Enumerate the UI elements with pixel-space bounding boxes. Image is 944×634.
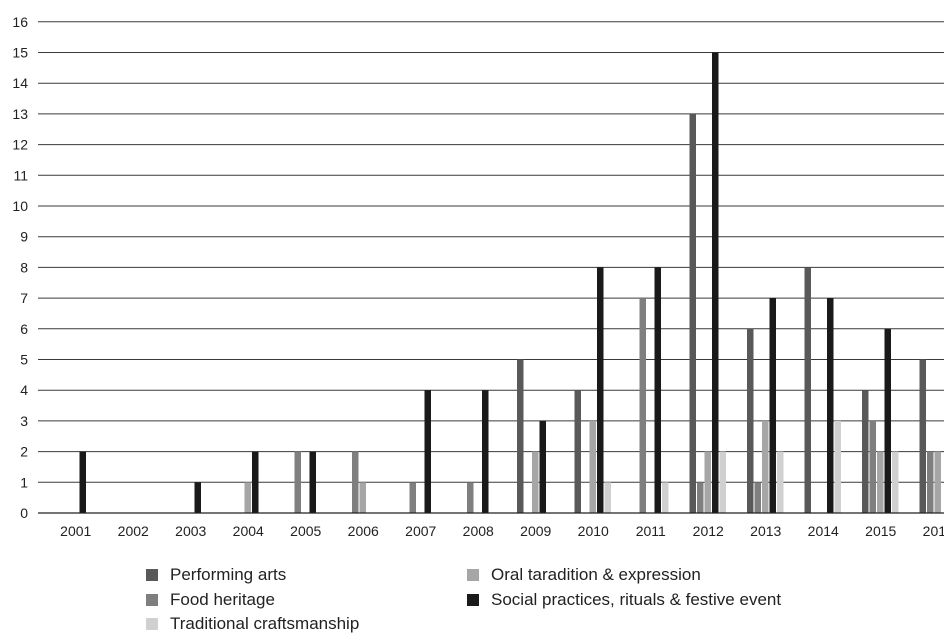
bar: [194, 482, 201, 513]
y-tick-label: 0: [20, 505, 28, 521]
bar: [892, 451, 899, 513]
legend-label: Performing arts: [170, 565, 287, 584]
y-tick-label: 8: [20, 259, 28, 275]
bar: [769, 298, 776, 513]
y-tick-label: 13: [12, 106, 28, 122]
y-tick-label: 10: [12, 198, 28, 214]
bar: [919, 359, 926, 513]
y-tick-label: 3: [20, 413, 28, 429]
bar: [604, 482, 611, 513]
y-tick-label: 11: [13, 167, 28, 183]
bar: [359, 482, 366, 513]
bar: [754, 482, 761, 513]
bar: [662, 482, 669, 513]
gridlines: [38, 21, 944, 483]
y-tick-label: 12: [12, 137, 28, 153]
x-tick-label: 2009: [520, 523, 551, 539]
bars: [79, 52, 941, 514]
x-tick-label: 2008: [463, 523, 494, 539]
legend-label: Social practices, rituals & festive even…: [491, 590, 782, 609]
bar: [532, 451, 539, 513]
bar: [252, 451, 259, 513]
x-tick-label: 2003: [175, 523, 206, 539]
legend-swatch-icon: [467, 594, 479, 606]
x-tick-label: 2006: [348, 523, 379, 539]
bar: [747, 328, 754, 513]
bar: [79, 451, 86, 513]
x-tick-label: 2010: [578, 523, 609, 539]
bar: [804, 267, 811, 513]
x-tick-label: 2014: [808, 523, 839, 539]
legend-item-oral-tradition: Oral taradition & expression: [467, 565, 701, 585]
x-tick-label: 2011: [636, 523, 666, 539]
legend-item-traditional-craftsmanship: Traditional craftsmanship: [146, 614, 359, 634]
legend-swatch-icon: [146, 569, 158, 581]
bar: [517, 359, 524, 513]
bar: [834, 420, 841, 513]
bar: [934, 451, 941, 513]
bar: [777, 451, 784, 513]
bar: [352, 451, 359, 513]
y-tick-label: 5: [20, 352, 28, 368]
bar: [309, 451, 316, 513]
x-tick-label: 2013: [750, 523, 781, 539]
y-tick-label: 2: [20, 444, 28, 460]
bar: [467, 482, 474, 513]
bar: [574, 390, 581, 513]
x-tick-label: 2002: [118, 523, 149, 539]
bar: [244, 482, 251, 513]
y-tick-label: 14: [12, 75, 28, 91]
x-tick-label: 2007: [405, 523, 436, 539]
y-tick-label: 7: [20, 290, 28, 306]
y-tick-label: 15: [12, 45, 28, 61]
bar: [539, 420, 546, 513]
bar: [294, 451, 301, 513]
bar: [639, 298, 646, 513]
legend-swatch-icon: [467, 569, 479, 581]
legend-item-performing-arts: Performing arts: [146, 565, 286, 585]
bar: [409, 482, 416, 513]
bar: [927, 451, 934, 513]
y-tick-label: 9: [20, 229, 28, 245]
bar: [589, 420, 596, 513]
bar: [704, 451, 711, 513]
bar: [719, 451, 726, 513]
bar: [762, 420, 769, 513]
bar: [597, 267, 604, 513]
bar: [827, 298, 834, 513]
legend-swatch-icon: [146, 618, 158, 630]
x-tick-label: 2004: [233, 523, 264, 539]
legend-swatch-icon: [146, 594, 158, 606]
x-tick-label: 2001: [60, 523, 91, 539]
x-tick-label: 2016: [923, 523, 944, 539]
x-tick-label: 2005: [290, 523, 321, 539]
bar: [862, 390, 869, 513]
bar: [877, 451, 884, 513]
legend-label: Traditional craftsmanship: [170, 614, 360, 633]
legend-item-social-practices: Social practices, rituals & festive even…: [467, 590, 781, 610]
y-tick-label: 4: [20, 382, 28, 398]
bar: [689, 113, 696, 514]
x-tick-label: 2015: [865, 523, 896, 539]
legend-item-food-heritage: Food heritage: [146, 590, 275, 610]
x-axis-tick-labels: 2001 2002 2003 2004 2005 2006 2007 2008 2009 2010…: [60, 523, 944, 539]
x-tick-label: 2012: [693, 523, 724, 539]
y-tick-label: 6: [20, 321, 28, 337]
bar: [482, 390, 489, 513]
bar: [654, 267, 661, 513]
legend-label: Food heritage: [170, 590, 275, 609]
bar: [697, 482, 704, 513]
bar: [712, 52, 719, 513]
y-tick-label: 1: [20, 474, 28, 490]
y-tick-label: 16: [12, 14, 28, 30]
bar: [884, 328, 891, 513]
bar: [869, 420, 876, 513]
bar: [424, 390, 431, 513]
legend-label: Oral taradition & expression: [491, 565, 701, 584]
